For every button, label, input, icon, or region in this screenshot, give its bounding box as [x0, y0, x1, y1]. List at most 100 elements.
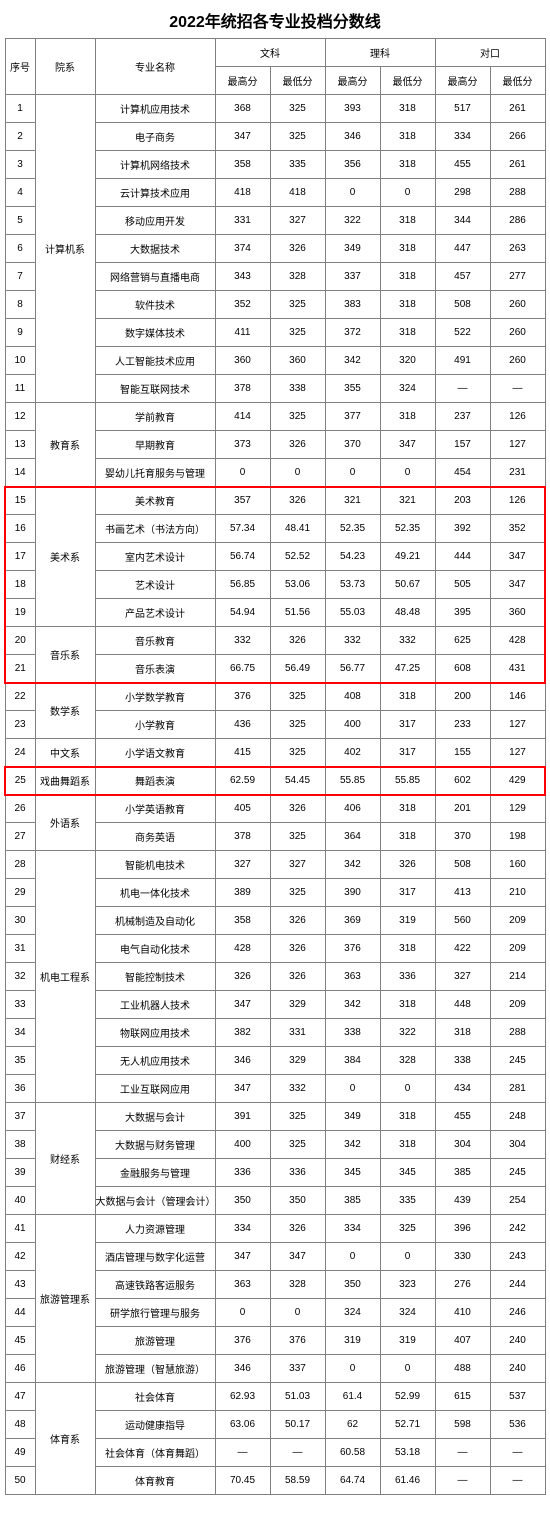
table-row: 26外语系小学英语教育405326406318201129 [5, 795, 545, 823]
cell-score: 326 [270, 627, 325, 655]
cell-score: 326 [270, 935, 325, 963]
cell-major: 工业机器人技术 [95, 991, 215, 1019]
cell-score: 126 [490, 403, 545, 431]
cell-score: 304 [435, 1131, 490, 1159]
cell-idx: 16 [5, 515, 35, 543]
cell-score: 325 [270, 823, 325, 851]
cell-score: 240 [490, 1355, 545, 1383]
cell-score: 422 [435, 935, 490, 963]
cell-score: 378 [215, 823, 270, 851]
cell-score: 56.74 [215, 543, 270, 571]
cell-score: 332 [270, 1075, 325, 1103]
cell-score: 444 [435, 543, 490, 571]
cell-idx: 6 [5, 235, 35, 263]
cell-score: 325 [270, 1103, 325, 1131]
cell-score: 201 [435, 795, 490, 823]
cell-score: 160 [490, 851, 545, 879]
cell-major: 音乐教育 [95, 627, 215, 655]
table-row: 1计算机系计算机应用技术368325393318517261 [5, 95, 545, 123]
cell-score: — [490, 1439, 545, 1467]
hdr-sub-max: 最高分 [215, 67, 270, 95]
cell-idx: 10 [5, 347, 35, 375]
cell-idx: 42 [5, 1243, 35, 1271]
cell-score: 209 [490, 907, 545, 935]
cell-idx: 1 [5, 95, 35, 123]
cell-score: 0 [325, 1355, 380, 1383]
cell-score: 288 [490, 179, 545, 207]
cell-score: 329 [270, 1047, 325, 1075]
cell-score: 240 [490, 1327, 545, 1355]
cell-score: 393 [325, 95, 380, 123]
table-row: 47体育系社会体育62.9351.0361.452.99615537 [5, 1383, 545, 1411]
cell-score: 373 [215, 431, 270, 459]
cell-dept: 美术系 [35, 487, 95, 627]
cell-score: 347 [215, 991, 270, 1019]
cell-score: 248 [490, 1103, 545, 1131]
cell-score: 345 [325, 1159, 380, 1187]
cell-score: 327 [270, 851, 325, 879]
cell-idx: 3 [5, 151, 35, 179]
cell-score: 276 [435, 1271, 490, 1299]
cell-major: 智能控制技术 [95, 963, 215, 991]
cell-major: 金融服务与管理 [95, 1159, 215, 1187]
cell-score: — [490, 1467, 545, 1495]
cell-score: 0 [325, 1075, 380, 1103]
cell-score: 418 [270, 179, 325, 207]
hdr-major: 专业名称 [95, 39, 215, 95]
cell-idx: 22 [5, 683, 35, 711]
cell-score: 326 [270, 907, 325, 935]
cell-score: 327 [270, 207, 325, 235]
cell-score: 608 [435, 655, 490, 683]
cell-score: 439 [435, 1187, 490, 1215]
page-title: 2022年统招各专业投档分数线 [4, 4, 546, 38]
cell-score: 385 [325, 1187, 380, 1215]
cell-score: 370 [435, 823, 490, 851]
cell-score: 53.18 [380, 1439, 435, 1467]
cell-dept: 计算机系 [35, 95, 95, 403]
cell-score: 342 [325, 1131, 380, 1159]
cell-idx: 19 [5, 599, 35, 627]
cell-score: 326 [270, 235, 325, 263]
hdr-group-science: 理科 [325, 39, 435, 67]
hdr-sub-max: 最高分 [435, 67, 490, 95]
cell-score: 454 [435, 459, 490, 487]
cell-score: 0 [325, 459, 380, 487]
cell-dept: 体育系 [35, 1383, 95, 1495]
cell-dept: 旅游管理系 [35, 1215, 95, 1383]
cell-score: 56.85 [215, 571, 270, 599]
cell-score: 51.56 [270, 599, 325, 627]
cell-score: 410 [435, 1299, 490, 1327]
cell-major: 运动健康指导 [95, 1411, 215, 1439]
cell-idx: 27 [5, 823, 35, 851]
cell-score: 298 [435, 179, 490, 207]
cell-score: 368 [215, 95, 270, 123]
cell-major: 机械制造及自动化 [95, 907, 215, 935]
cell-score: 358 [215, 151, 270, 179]
cell-score: 62 [325, 1411, 380, 1439]
cell-idx: 9 [5, 319, 35, 347]
cell-score: 363 [215, 1271, 270, 1299]
cell-score: 0 [270, 1299, 325, 1327]
cell-score: 48.48 [380, 599, 435, 627]
cell-idx: 17 [5, 543, 35, 571]
cell-idx: 5 [5, 207, 35, 235]
table-header: 序号 院系 专业名称 文科 理科 对口 最高分 最低分 最高分 最低分 最高分 … [5, 39, 545, 95]
cell-score: 342 [325, 347, 380, 375]
cell-score: 281 [490, 1075, 545, 1103]
cell-major: 人工智能技术应用 [95, 347, 215, 375]
cell-score: 350 [325, 1271, 380, 1299]
cell-score: 363 [325, 963, 380, 991]
cell-major: 小学数学教育 [95, 683, 215, 711]
cell-major: 艺术设计 [95, 571, 215, 599]
cell-score: 374 [215, 235, 270, 263]
cell-major: 室内艺术设计 [95, 543, 215, 571]
cell-major: 社会体育（体育舞蹈） [95, 1439, 215, 1467]
table-row: 24中文系小学语文教育415325402317155127 [5, 739, 545, 767]
cell-score: 322 [325, 207, 380, 235]
cell-idx: 20 [5, 627, 35, 655]
cell-score: 508 [435, 291, 490, 319]
cell-score: 378 [215, 375, 270, 403]
cell-major: 舞蹈表演 [95, 767, 215, 795]
cell-score: 337 [270, 1355, 325, 1383]
cell-score: 325 [270, 291, 325, 319]
